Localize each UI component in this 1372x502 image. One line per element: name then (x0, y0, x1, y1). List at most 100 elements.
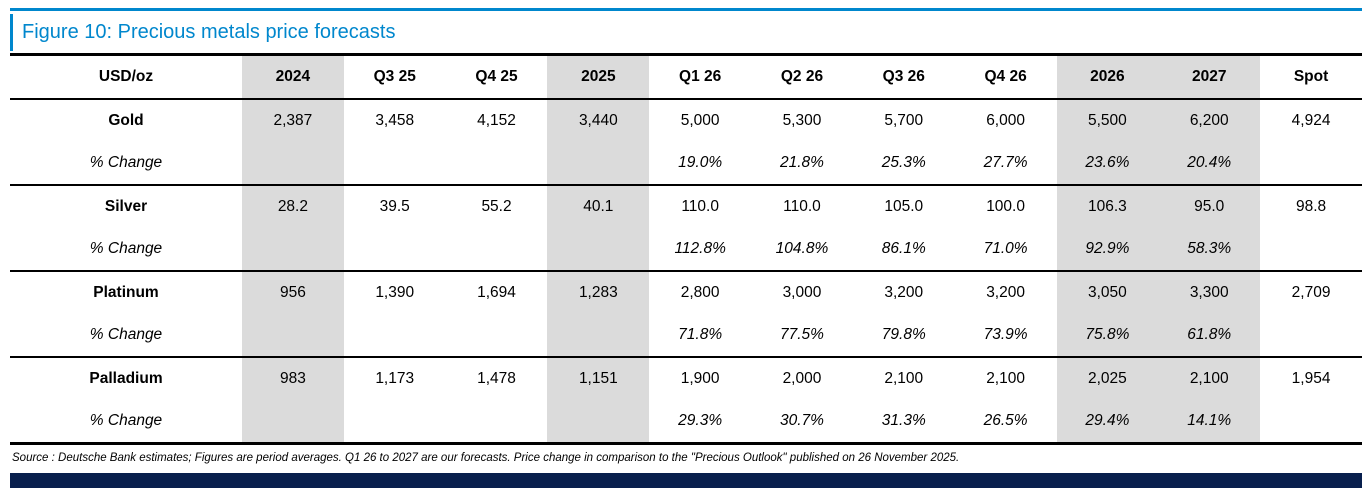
cell-palladium-2027: 2,100 (1158, 356, 1261, 400)
cell-silver-2027: 95.0 (1158, 184, 1261, 228)
row-palladium-price: Palladium 983 1,173 1,478 1,151 1,900 2,000 2,1… (10, 356, 1362, 400)
cell-platinum-2026: 3,050 (1056, 270, 1159, 314)
cell-platinum-q3-25: 1,390 (343, 270, 446, 314)
pct-change-label-gold: % Change (89, 154, 163, 171)
cell-silver-pct-q4-25 (446, 228, 548, 271)
cell-gold-pct-q1-26: 19.0% (678, 154, 723, 171)
cell-gold-pct-q2-26: 21.8% (779, 154, 824, 171)
cell-platinum-pct-2025 (547, 314, 650, 357)
cell-platinum-q2-26: 3,000 (751, 270, 853, 314)
cell-gold-q3-26: 5,700 (852, 98, 955, 142)
cell-gold-pct-2027: 20.4% (1158, 142, 1261, 185)
cell-silver-2024: 28.2 (242, 184, 344, 228)
cell-palladium-q4-26: 2,100 (954, 356, 1057, 400)
table-header: USD/oz 2024 Q3 25 Q4 25 2025 Q1 26 Q2 26 Q3 26 Q… (10, 54, 1362, 100)
cell-silver-q4-25: 55.2 (445, 184, 548, 228)
cell-palladium-pct-2025 (547, 400, 650, 444)
cell-silver-pct-2024 (242, 228, 344, 271)
cell-silver-2025: 40.1 (547, 184, 650, 228)
cell-gold-pct-2026: 23.6% (1056, 142, 1159, 185)
header-row: USD/oz 2024 Q3 25 Q4 25 2025 Q1 26 Q2 26 Q3 26 Q… (10, 54, 1362, 100)
cell-gold-2024: 2,387 (242, 98, 344, 142)
cell-gold-pct-q3-26: 25.3% (881, 154, 926, 171)
cell-silver-q3-25: 39.5 (343, 184, 446, 228)
cell-platinum-spot: 2,709 (1260, 270, 1362, 314)
row-palladium-pct-change: % Change 29.3% 30.7% 31.3% 26.5% 29.4% 14.1% (10, 400, 1362, 444)
cell-silver-pct-q4-26: 71.0% (983, 240, 1028, 257)
cell-platinum-2024: 956 (242, 270, 344, 314)
cell-palladium-pct-q3-25 (344, 400, 446, 444)
cell-palladium-pct-q2-26: 30.7% (779, 412, 824, 429)
cell-platinum-pct-2027: 61.8% (1158, 314, 1261, 357)
pct-change-label-platinum: % Change (89, 326, 163, 343)
cell-silver-pct-q3-25 (344, 228, 446, 271)
row-gold-price: Gold 2,387 3,458 4,152 3,440 5,000 5,300 5,700 6… (10, 98, 1362, 142)
cell-silver-pct-spot (1260, 228, 1362, 271)
cell-gold-pct-q3-25 (344, 142, 446, 185)
pct-change-label-silver: % Change (89, 240, 163, 257)
cell-silver-2026: 106.3 (1056, 184, 1159, 228)
cell-gold-2026: 5,500 (1056, 98, 1159, 142)
cell-gold-q2-26: 5,300 (751, 98, 853, 142)
cell-platinum-pct-q3-26: 79.8% (881, 326, 926, 343)
column-header-2027: 2027 (1158, 54, 1261, 100)
cell-palladium-pct-spot (1260, 400, 1362, 444)
cell-palladium-pct-q3-26: 31.3% (881, 412, 926, 429)
cell-gold-pct-spot (1260, 142, 1362, 185)
cell-palladium-pct-2026: 29.4% (1056, 400, 1159, 444)
cell-palladium-q3-26: 2,100 (852, 356, 955, 400)
figure-container: Figure 10: Precious metals price forecas… (0, 8, 1372, 488)
cell-platinum-pct-q4-26: 73.9% (983, 326, 1028, 343)
figure-title: Figure 10: Precious metals price forecas… (10, 14, 1362, 51)
cell-palladium-q3-25: 1,173 (343, 356, 446, 400)
cell-gold-pct-q4-25 (446, 142, 548, 185)
cell-palladium-q1-26: 1,900 (649, 356, 752, 400)
cell-platinum-pct-2024 (242, 314, 344, 357)
cell-gold-2027: 6,200 (1158, 98, 1261, 142)
cell-palladium-q2-26: 2,000 (751, 356, 853, 400)
cell-palladium-pct-q1-26: 29.3% (678, 412, 723, 429)
precious-metals-forecast-table: USD/oz 2024 Q3 25 Q4 25 2025 Q1 26 Q2 26 Q3 26 Q… (10, 53, 1362, 445)
metal-label-gold: Gold (10, 98, 242, 142)
cell-gold-q1-26: 5,000 (649, 98, 752, 142)
cell-platinum-pct-2026: 75.8% (1056, 314, 1159, 357)
cell-platinum-2027: 3,300 (1158, 270, 1261, 314)
cell-platinum-q4-25: 1,694 (445, 270, 548, 314)
cell-platinum-q3-26: 3,200 (852, 270, 955, 314)
cell-gold-spot: 4,924 (1260, 98, 1362, 142)
column-header-2024: 2024 (242, 54, 344, 100)
cell-platinum-pct-spot (1260, 314, 1362, 357)
cell-platinum-q1-26: 2,800 (649, 270, 752, 314)
cell-gold-pct-2024 (242, 142, 344, 185)
cell-platinum-pct-q1-26: 71.8% (678, 326, 723, 343)
cell-platinum-q4-26: 3,200 (954, 270, 1057, 314)
cell-palladium-pct-2024 (242, 400, 344, 444)
cell-silver-pct-2026: 92.9% (1056, 228, 1159, 271)
cell-silver-q1-26: 110.0 (649, 184, 752, 228)
cell-platinum-pct-q2-26: 77.5% (779, 326, 824, 343)
cell-silver-pct-2027: 58.3% (1158, 228, 1261, 271)
corner-header-usd-oz: USD/oz (10, 54, 242, 100)
cell-silver-pct-q3-26: 86.1% (881, 240, 926, 257)
column-header-q2-26: Q2 26 (751, 54, 853, 100)
cell-silver-pct-2025 (547, 228, 650, 271)
cell-silver-q3-26: 105.0 (852, 184, 955, 228)
cell-gold-pct-q4-26: 27.7% (983, 154, 1028, 171)
cell-platinum-pct-q4-25 (446, 314, 548, 357)
column-header-q1-26: Q1 26 (649, 54, 752, 100)
row-gold-pct-change: % Change 19.0% 21.8% 25.3% 27.7% 23.6% 20.4% (10, 142, 1362, 185)
column-header-2025: 2025 (547, 54, 650, 100)
cell-palladium-2024: 983 (242, 356, 344, 400)
column-header-q4-25: Q4 25 (445, 54, 548, 100)
cell-platinum-pct-q3-25 (344, 314, 446, 357)
top-accent-line (10, 8, 1362, 11)
bottom-navy-bar (10, 473, 1362, 488)
column-header-spot: Spot (1260, 54, 1362, 100)
cell-platinum-2025: 1,283 (547, 270, 650, 314)
cell-palladium-2026: 2,025 (1056, 356, 1159, 400)
column-header-2026: 2026 (1056, 54, 1159, 100)
cell-silver-q2-26: 110.0 (751, 184, 853, 228)
cell-silver-q4-26: 100.0 (954, 184, 1057, 228)
pct-change-label-palladium: % Change (89, 412, 163, 429)
cell-silver-pct-q2-26: 104.8% (775, 240, 829, 257)
